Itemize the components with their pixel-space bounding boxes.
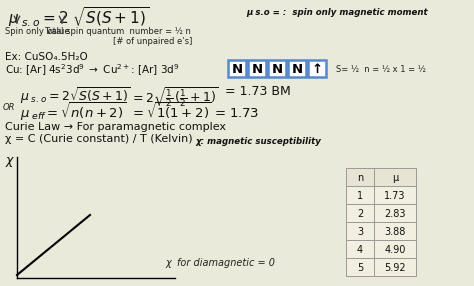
- Text: μ: μ: [392, 173, 398, 183]
- Text: $= \sqrt{1(1+2)}$ = 1.73: $= \sqrt{1(1+2)}$ = 1.73: [130, 100, 259, 121]
- Bar: [346, 258, 374, 276]
- Text: Curie Law → For paramagnetic complex: Curie Law → For paramagnetic complex: [5, 122, 226, 132]
- Text: OR: OR: [3, 103, 16, 112]
- Bar: [228, 60, 246, 77]
- Text: ↑: ↑: [311, 63, 323, 76]
- Text: 2: 2: [357, 209, 363, 219]
- Text: $\chi$: $\chi$: [5, 155, 15, 169]
- Text: $\mu_{\ eff}$$=\sqrt{n(n+2)}$: $\mu_{\ eff}$$=\sqrt{n(n+2)}$: [20, 100, 126, 123]
- Bar: [248, 60, 266, 77]
- Text: N: N: [292, 63, 302, 76]
- Text: 4.90: 4.90: [384, 245, 406, 255]
- Bar: [346, 186, 374, 204]
- Text: 1: 1: [357, 191, 363, 201]
- Text: N: N: [272, 63, 283, 76]
- Bar: [374, 186, 416, 204]
- Bar: [288, 60, 306, 77]
- Bar: [374, 222, 416, 240]
- Text: χ = C (Curie constant) / T (Kelvin): χ = C (Curie constant) / T (Kelvin): [5, 134, 192, 144]
- Text: 3.88: 3.88: [384, 227, 406, 237]
- Text: Total spin quantum  number = ½ n: Total spin quantum number = ½ n: [44, 27, 191, 36]
- Text: Ex: CuSO₄.5H₂O: Ex: CuSO₄.5H₂O: [5, 52, 88, 62]
- Text: n: n: [357, 173, 363, 183]
- Text: 5.92: 5.92: [384, 263, 406, 273]
- Text: Spin only value: Spin only value: [5, 27, 70, 36]
- Bar: [346, 222, 374, 240]
- Text: N: N: [251, 63, 263, 76]
- Bar: [346, 168, 374, 186]
- Bar: [374, 240, 416, 258]
- Text: 4: 4: [357, 245, 363, 255]
- Text: $\mu_{\ s.o}$$= 2\ \sqrt{S(S+1)}$: $\mu_{\ s.o}$$= 2\ \sqrt{S(S+1)}$: [8, 5, 149, 29]
- Text: χ: magnetic susceptibility: χ: magnetic susceptibility: [195, 137, 321, 146]
- Bar: [374, 258, 416, 276]
- Text: 5: 5: [357, 263, 363, 273]
- Bar: [346, 204, 374, 222]
- Text: χ  for diamagnetic = 0: χ for diamagnetic = 0: [165, 258, 275, 268]
- Bar: [374, 204, 416, 222]
- Text: 2.83: 2.83: [384, 209, 406, 219]
- Text: $= 2\sqrt{\frac{1}{2}\,(\frac{1}{2}+1)}$: $= 2\sqrt{\frac{1}{2}\,(\frac{1}{2}+1)}$: [130, 85, 219, 109]
- Text: = 1.73 BM: = 1.73 BM: [225, 85, 291, 98]
- Text: 3: 3: [357, 227, 363, 237]
- Text: N: N: [231, 63, 243, 76]
- Text: 1.73: 1.73: [384, 191, 406, 201]
- Bar: [374, 168, 416, 186]
- Text: [# of unpaired e’s]: [# of unpaired e’s]: [113, 37, 192, 46]
- Bar: [308, 60, 326, 77]
- Bar: [346, 240, 374, 258]
- Text: Cu: [Ar] 4s$^2$3d$^9$ $\rightarrow$ Cu$^{2+}$: [Ar] 3d$^9$: Cu: [Ar] 4s$^2$3d$^9$ $\rightarrow$ Cu$^…: [5, 62, 180, 78]
- Text: μ s.o = :  spin only magnetic moment: μ s.o = : spin only magnetic moment: [246, 8, 428, 17]
- Text: S= ½  n = ½ x 1 = ½: S= ½ n = ½ x 1 = ½: [336, 65, 426, 74]
- Text: $\mu_{\ s.o}$$= 2\sqrt{S(S+1)}$: $\mu_{\ s.o}$$= 2\sqrt{S(S+1)}$: [20, 85, 131, 106]
- Bar: [268, 60, 286, 77]
